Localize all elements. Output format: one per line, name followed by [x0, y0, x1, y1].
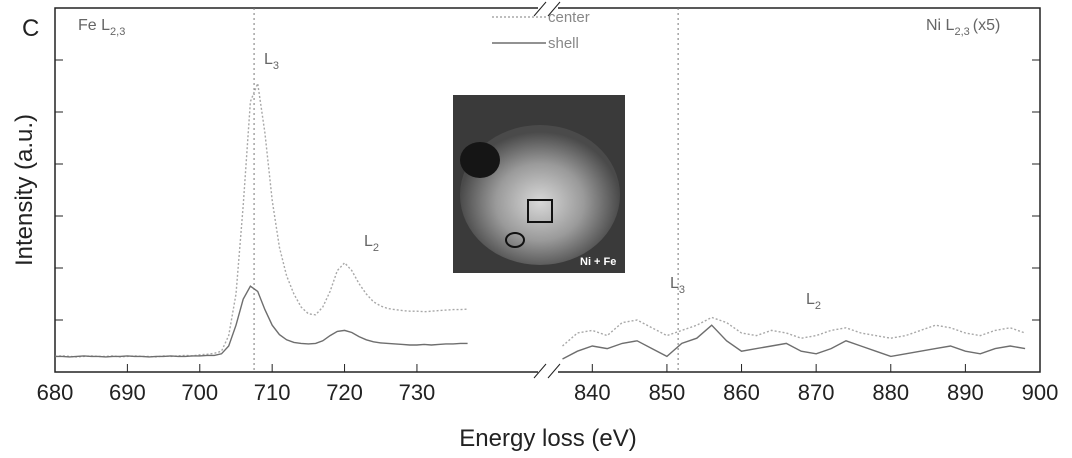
x-tick-label: 840	[574, 380, 611, 405]
annotation: Fe L2,3	[78, 17, 125, 38]
x-tick-label: 700	[181, 380, 218, 405]
x-tick-label: 730	[399, 380, 436, 405]
x-tick-label: 860	[723, 380, 760, 405]
series-line	[562, 324, 1026, 360]
legend-label: center	[548, 9, 590, 26]
x-tick-label: 870	[798, 380, 835, 405]
series-line	[562, 316, 1026, 347]
annotation: Ni L2,3 (x5)	[926, 17, 1000, 38]
legend-label: shell	[548, 35, 579, 52]
inset-label: Ni + Fe	[580, 256, 616, 268]
annotation: L3	[264, 51, 279, 72]
annotation: L3	[670, 275, 685, 296]
x-tick-label: 690	[109, 380, 146, 405]
series-line	[54, 80, 468, 358]
y-axis-title: Intensity (a.u.)	[11, 114, 38, 266]
series-line	[55, 285, 468, 358]
annotation: L2	[364, 233, 379, 254]
x-tick-label: 880	[872, 380, 909, 405]
panel-label: C	[22, 15, 39, 42]
inset-image: Ni + Fe	[453, 95, 625, 273]
x-tick-label: 720	[326, 380, 363, 405]
x-tick-label: 680	[37, 380, 74, 405]
x-tick-label: 710	[254, 380, 291, 405]
x-tick-label: 900	[1022, 380, 1059, 405]
annotation: L2	[806, 291, 821, 312]
x-tick-label: 850	[649, 380, 686, 405]
x-tick-label: 890	[947, 380, 984, 405]
x-axis-title: Energy loss (eV)	[459, 425, 636, 452]
axis-break	[533, 1, 561, 379]
